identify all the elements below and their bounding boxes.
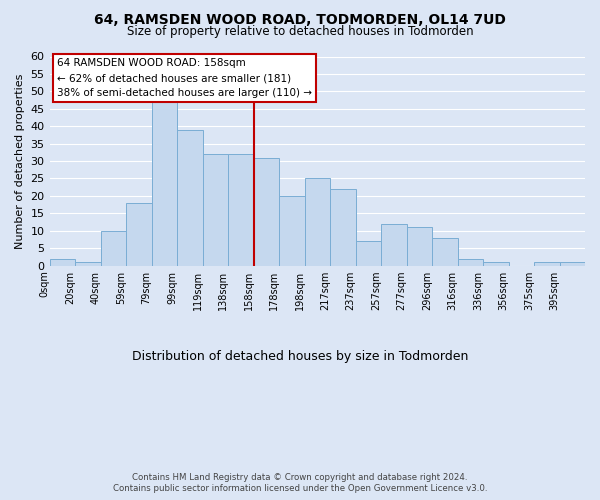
Y-axis label: Number of detached properties: Number of detached properties: [15, 74, 25, 249]
Bar: [279, 196, 305, 266]
Text: 64 RAMSDEN WOOD ROAD: 158sqm
← 62% of detached houses are smaller (181)
38% of s: 64 RAMSDEN WOOD ROAD: 158sqm ← 62% of de…: [57, 58, 312, 98]
Bar: [381, 224, 407, 266]
Text: Contains public sector information licensed under the Open Government Licence v3: Contains public sector information licen…: [113, 484, 487, 493]
Bar: [203, 154, 228, 266]
Bar: [50, 258, 75, 266]
Text: Contains HM Land Registry data © Crown copyright and database right 2024.: Contains HM Land Registry data © Crown c…: [132, 472, 468, 482]
Bar: [177, 130, 203, 266]
Bar: [75, 262, 101, 266]
Bar: [305, 178, 330, 266]
Bar: [101, 231, 126, 266]
Text: 64, RAMSDEN WOOD ROAD, TODMORDEN, OL14 7UD: 64, RAMSDEN WOOD ROAD, TODMORDEN, OL14 7…: [94, 12, 506, 26]
Bar: [432, 238, 458, 266]
Bar: [330, 189, 356, 266]
Bar: [407, 228, 432, 266]
Bar: [254, 158, 279, 266]
Bar: [356, 241, 381, 266]
Bar: [126, 203, 152, 266]
Text: Size of property relative to detached houses in Todmorden: Size of property relative to detached ho…: [127, 25, 473, 38]
Bar: [483, 262, 509, 266]
Bar: [228, 154, 254, 266]
Bar: [560, 262, 585, 266]
Bar: [152, 92, 177, 266]
Bar: [534, 262, 560, 266]
Text: Distribution of detached houses by size in Todmorden: Distribution of detached houses by size …: [132, 350, 468, 363]
Bar: [458, 258, 483, 266]
